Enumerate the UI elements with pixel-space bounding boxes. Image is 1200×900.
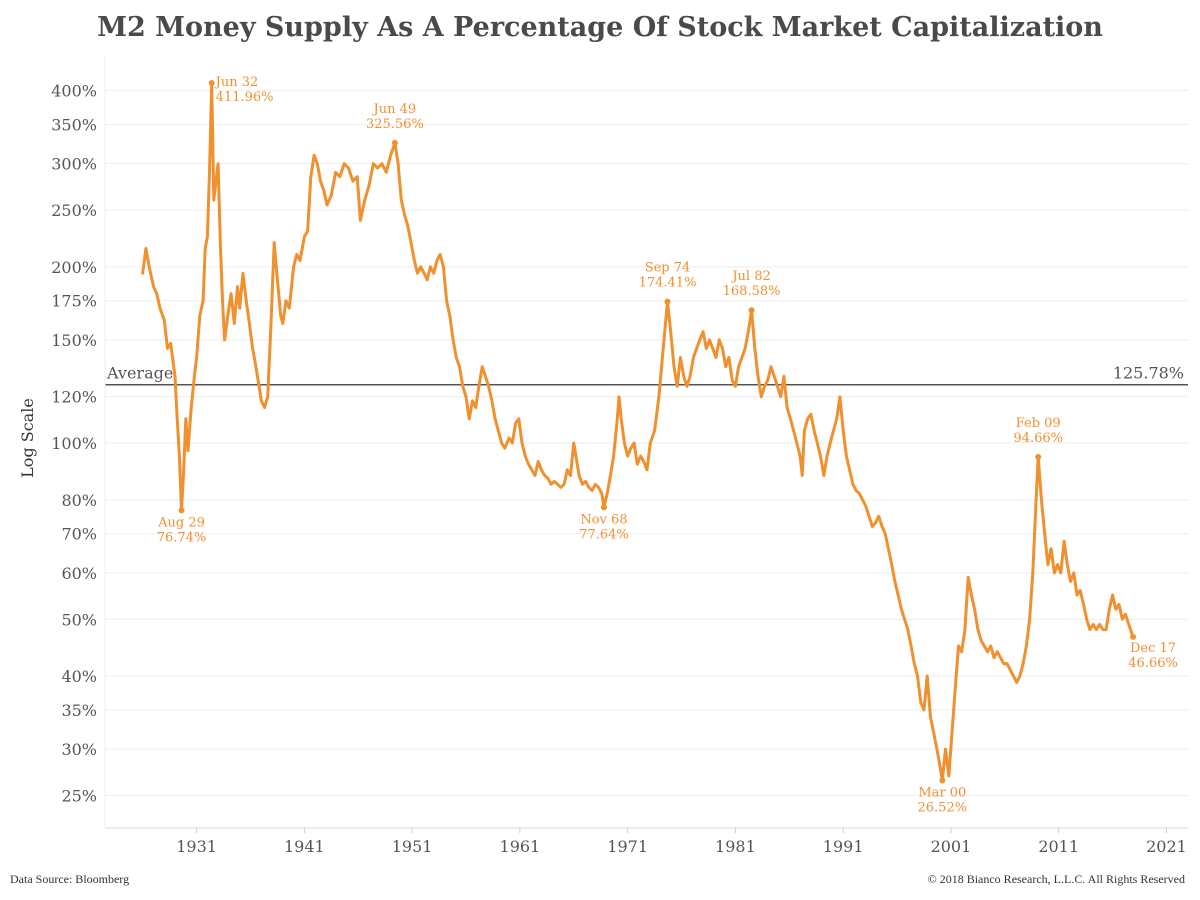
y-tick-label: 400% <box>51 82 97 101</box>
annotation-date: Jun 32 <box>214 75 259 90</box>
annotation-date: Jul 82 <box>730 269 770 284</box>
y-tick-label: 70% <box>61 525 97 544</box>
annotation-markers <box>178 80 1137 784</box>
annotation-value: 76.74% <box>157 530 207 545</box>
average-label: Average <box>106 364 173 383</box>
y-tick-label: 80% <box>61 491 97 510</box>
average-line-group: Average 125.78% <box>105 364 1188 386</box>
x-tick-label: 1961 <box>500 837 541 856</box>
x-tick-label: 2021 <box>1146 837 1187 856</box>
y-tick-label: 25% <box>61 786 97 805</box>
y-tick-label: 250% <box>51 201 97 220</box>
y-tick-label: 60% <box>61 564 97 583</box>
chart-title: M2 Money Supply As A Percentage Of Stock… <box>97 12 1103 43</box>
annotation-point <box>664 298 671 305</box>
y-axis-label: Log Scale <box>18 398 37 478</box>
y-tick-label: 100% <box>51 434 97 453</box>
annotation-value: 174.41% <box>639 276 697 291</box>
x-axis: 1931 1941 1951 1961 1971 1981 1991 2001 2011 2021 <box>176 828 1187 856</box>
y-axis: 25% 30% 35% 40% 50% 60% 70% 80% 100% 120% 150% 175%… <box>51 82 97 806</box>
x-tick-label: 2011 <box>1038 837 1079 856</box>
annotation-value: 26.52% <box>918 800 968 815</box>
series-group <box>141 81 1135 782</box>
series-line-0 <box>141 81 1135 782</box>
y-tick-label: 40% <box>61 667 97 686</box>
x-tick-label: 1931 <box>176 837 217 856</box>
data-source: Data Source: Bloomberg <box>10 872 130 886</box>
annotation-point <box>939 777 946 784</box>
copyright: © 2018 Bianco Research, L.L.C. All Right… <box>927 872 1185 886</box>
annotation-date: Nov 68 <box>580 512 627 527</box>
annotation-value: 411.96% <box>216 90 274 105</box>
y-tick-label: 30% <box>61 740 97 759</box>
annotation-point <box>600 504 607 511</box>
annotation-value: 94.66% <box>1013 431 1063 446</box>
y-tick-label: 120% <box>51 388 97 407</box>
x-tick-label: 1941 <box>284 837 325 856</box>
annotation-date: Dec 17 <box>1130 641 1176 656</box>
annotation-date: Aug 29 <box>157 515 205 530</box>
y-tick-label: 150% <box>51 331 97 350</box>
y-tick-label: 50% <box>61 610 97 629</box>
x-tick-label: 1981 <box>715 837 756 856</box>
annotation-value: 77.64% <box>579 527 629 542</box>
y-tick-label: 175% <box>51 292 97 311</box>
x-tick-label: 1951 <box>392 837 433 856</box>
annotation-point <box>1035 453 1042 460</box>
x-tick-label: 1971 <box>607 837 648 856</box>
annotation-date: Feb 09 <box>1016 416 1061 431</box>
y-tick-label: 350% <box>51 115 97 134</box>
annotation-date: Sep 74 <box>645 261 691 276</box>
annotation-value: 168.58% <box>723 284 781 299</box>
annotation-point <box>208 80 215 87</box>
annotation-point <box>748 307 755 314</box>
annotation-value: 46.66% <box>1128 656 1178 671</box>
y-tick-label: 35% <box>61 701 97 720</box>
y-tick-label: 300% <box>51 155 97 174</box>
annotation-date: Jun 49 <box>372 102 417 117</box>
x-tick-label: 1991 <box>823 837 864 856</box>
gridlines <box>105 90 1188 796</box>
annotation-point <box>178 507 185 514</box>
y-tick-label: 200% <box>51 258 97 277</box>
x-tick-label: 2001 <box>931 837 972 856</box>
average-value-label: 125.78% <box>1113 364 1184 383</box>
annotation-point <box>391 139 398 146</box>
annotation-point <box>1130 633 1137 640</box>
annotation-value: 325.56% <box>366 117 424 132</box>
annotation-date: Mar 00 <box>918 785 966 800</box>
